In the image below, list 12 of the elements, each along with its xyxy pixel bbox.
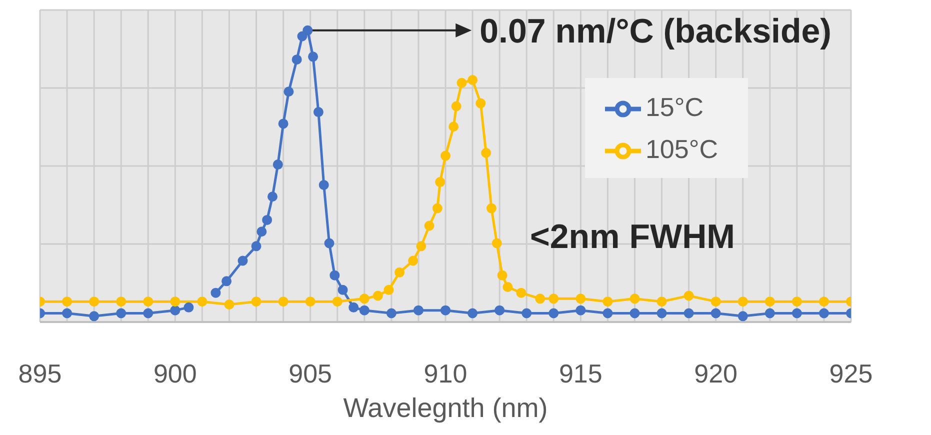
x-tick-label: 900 <box>153 358 197 388</box>
x-tick-label: 910 <box>424 358 468 388</box>
annotation: <2nm FWHM <box>530 218 735 257</box>
legend-label: 15°C <box>645 92 704 122</box>
x-tick-label: 905 <box>288 358 332 388</box>
x-axis-title: Wavelegnth (nm) <box>343 393 548 423</box>
legend-label: 105°C <box>645 134 718 164</box>
x-tick-label: 925 <box>829 358 873 388</box>
x-tick-label: 920 <box>694 358 738 388</box>
x-tick-label: 915 <box>558 358 602 388</box>
x-tick-label: 895 <box>18 358 62 388</box>
annotation: 0.07 nm/°C (backside) <box>480 12 832 50</box>
